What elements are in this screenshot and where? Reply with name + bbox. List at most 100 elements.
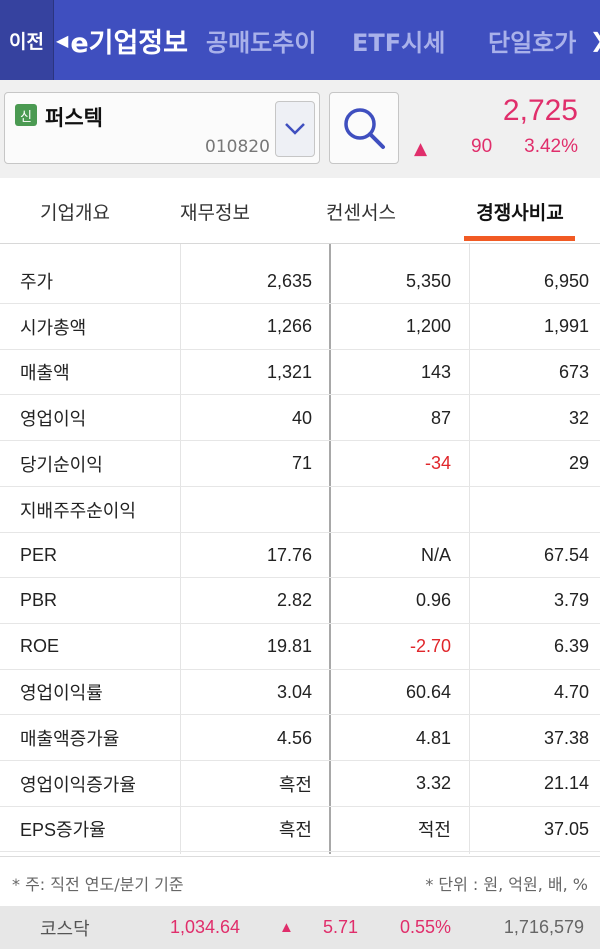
- row-label: PER: [20, 544, 58, 565]
- search-icon: [344, 108, 385, 149]
- cell-value: 4.70: [553, 681, 589, 702]
- comparison-table: 주가 2,635 5,350 6,950 시가총액 1,266 1,200 1,991 매출액 1…: [0, 244, 600, 854]
- cell-value: 673: [558, 361, 589, 382]
- table-row: 지배주주순이익: [0, 487, 600, 533]
- index-value: 1,034.64: [170, 917, 241, 937]
- cell-value: 1,991: [543, 316, 589, 337]
- cell-value: 29: [568, 453, 589, 474]
- cell-value: 2,635: [266, 270, 312, 291]
- cell-value: 1,266: [266, 316, 312, 337]
- index-name: 코스닥: [40, 918, 90, 940]
- row-label: 당기순이익: [20, 454, 103, 475]
- stock-code: 010820: [205, 137, 270, 157]
- stock-name: 퍼스텍: [45, 106, 103, 130]
- table-row: EPS증가율 흑전 적전 37.05: [0, 806, 600, 853]
- row-label: 영업이익률: [20, 683, 103, 704]
- cell-value: 32: [568, 407, 589, 428]
- table-row: ROE 19.81 -2.70 6.39: [0, 624, 600, 670]
- cell-value: 6,950: [543, 270, 589, 291]
- tab-competitor-comparison[interactable]: 경쟁사비교: [476, 201, 564, 224]
- table-row: 영업이익 40 87 32: [0, 395, 600, 442]
- table-row: 주가 2,635 5,350 6,950: [0, 258, 600, 304]
- cell-value: 2.82: [276, 590, 312, 611]
- tab-company-overview[interactable]: 기업개요: [40, 201, 110, 224]
- index-volume: 1,716,579: [503, 917, 584, 937]
- row-label: 영업이익증가율: [20, 774, 136, 795]
- price-change-rate: 3.42%: [524, 136, 578, 157]
- cell-value: 71: [291, 453, 312, 474]
- cell-value: 흑전: [278, 820, 312, 841]
- row-label: 지배주주순이익: [20, 500, 136, 521]
- cell-value: 3.32: [415, 773, 451, 794]
- cell-value: 4.56: [276, 727, 312, 748]
- cell-value: 3.79: [553, 590, 589, 611]
- cell-value: 5,350: [405, 270, 451, 291]
- cell-value: 143: [420, 361, 451, 382]
- cell-value: 적전: [417, 820, 451, 841]
- table-row: 매출액 1,321 143 673: [0, 349, 600, 396]
- credit-badge: 신: [15, 104, 37, 126]
- market-index-bar[interactable]: 코스닥 1,034.64 ▲ 5.71 0.55% 1,716,579: [0, 906, 600, 949]
- stock-selector[interactable]: 신 퍼스텍 010820: [4, 92, 320, 164]
- tab-etf-price[interactable]: ETF시세: [352, 28, 446, 57]
- column-divider: [469, 244, 470, 854]
- cell-value: -2.70: [409, 636, 451, 657]
- up-arrow-icon: ▲: [414, 139, 428, 159]
- caret-left-icon: ◀: [56, 30, 69, 50]
- up-arrow-icon: ▲: [279, 919, 294, 936]
- cell-value: 37.05: [543, 818, 589, 839]
- table-row: PER 17.76 N/A 67.54: [0, 532, 600, 579]
- tab-company-info[interactable]: ◀ e기업정보: [56, 0, 188, 80]
- tab-financial-info[interactable]: 재무정보: [180, 201, 250, 224]
- chevron-down-icon: [285, 123, 305, 135]
- table-row: 영업이익증가율 흑전 3.32 21.14: [0, 761, 600, 807]
- cell-value: 37.38: [543, 727, 589, 748]
- cell-value: 87: [430, 407, 451, 428]
- cell-value: 1,321: [266, 361, 312, 382]
- row-label: ROE: [20, 636, 60, 657]
- row-label: 시가총액: [20, 317, 87, 338]
- price-change: 90: [471, 136, 493, 157]
- row-label: 영업이익: [20, 409, 87, 430]
- table-row: 시가총액 1,266 1,200 1,991: [0, 304, 600, 350]
- tab-single-quote[interactable]: 단일호가: [488, 28, 577, 57]
- tab-consensus[interactable]: 컨센서스: [326, 201, 396, 224]
- row-label: 매출액증가율: [20, 729, 120, 749]
- table-row: 영업이익률 3.04 60.64 4.70: [0, 669, 600, 716]
- column-divider: [329, 244, 331, 854]
- cell-value: -34: [424, 453, 451, 474]
- top-nav-bar: 이전 ◀ e기업정보 공매도추이 ETF시세 단일호가 ❯: [0, 0, 600, 80]
- nav-next-icon[interactable]: ❯: [590, 0, 600, 80]
- cell-value: 0.96: [415, 590, 451, 611]
- cell-value: 17.76: [266, 544, 312, 565]
- cell-value: 1,200: [405, 316, 451, 337]
- index-change: 5.71: [323, 917, 359, 937]
- tab-company-info-label: e기업정보: [70, 27, 188, 59]
- tab-short-selling[interactable]: 공매도추이: [206, 28, 317, 57]
- row-label: 주가: [20, 272, 54, 292]
- cell-value: 40: [291, 407, 312, 428]
- cell-value: 4.81: [415, 727, 451, 748]
- footnote-basis: * 주: 직전 연도/분기 기준: [12, 875, 184, 894]
- column-divider: [180, 244, 181, 854]
- row-label: EPS증가율: [20, 820, 106, 841]
- cell-value: 6.39: [553, 636, 589, 657]
- row-label: 매출액: [20, 363, 70, 384]
- current-price: 2,725: [502, 94, 578, 127]
- cell-value: 흑전: [278, 774, 312, 795]
- back-button[interactable]: 이전: [0, 0, 54, 80]
- table-row: 당기순이익 71 -34 29: [0, 441, 600, 487]
- search-button[interactable]: [329, 92, 399, 164]
- cell-value: 67.54: [543, 544, 589, 565]
- table-footnote: * 주: 직전 연도/분기 기준 * 단위 : 원, 억원, 배, %: [0, 856, 600, 906]
- stock-dropdown-button[interactable]: [275, 101, 315, 157]
- row-label: PBR: [20, 590, 58, 611]
- table-row: 매출액증가율 4.56 4.81 37.38: [0, 715, 600, 761]
- sub-tabs: 기업개요 재무정보 컨센서스 경쟁사비교: [0, 178, 600, 244]
- active-tab-indicator: [464, 236, 575, 241]
- stock-header: 신 퍼스텍 010820 2,725 ▲ 90 3.42%: [0, 80, 600, 178]
- cell-value: 21.14: [543, 773, 589, 794]
- table-row: PBR 2.82 0.96 3.79: [0, 578, 600, 624]
- cell-value: N/A: [420, 544, 451, 565]
- cell-value: 19.81: [266, 636, 312, 657]
